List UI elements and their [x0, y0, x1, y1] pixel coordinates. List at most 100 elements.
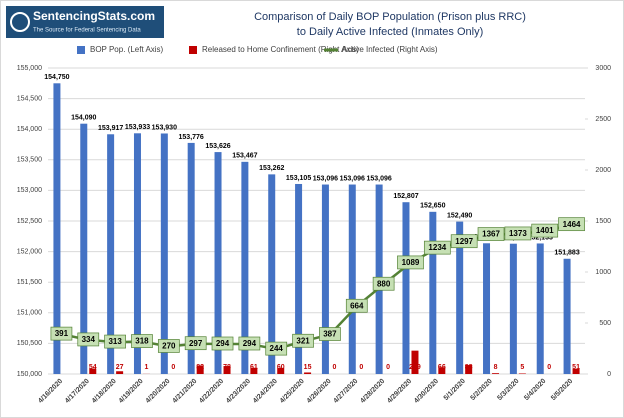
point-label: 880: [377, 279, 391, 288]
point-label-box: [77, 332, 100, 347]
y-tick-label: 155,000: [17, 65, 42, 72]
bar-label: 51: [572, 364, 580, 371]
y-tick-label: 151,000: [17, 310, 42, 317]
point-label: 318: [135, 337, 149, 346]
y-tick-label: 150,500: [17, 340, 42, 347]
bar-label: 152,650: [420, 203, 445, 210]
bar-label: 78: [223, 364, 231, 371]
point-label-box: [265, 341, 288, 356]
point-label-box: [211, 336, 234, 351]
y-tick-label: 152,500: [17, 218, 42, 225]
y2-tick-label: 0: [607, 371, 611, 378]
bar-label: 60: [277, 364, 285, 371]
bar: [321, 184, 329, 374]
point-label-box: [423, 240, 451, 255]
bar: [214, 152, 222, 374]
point-label-box: [50, 326, 73, 341]
point-label-box: [397, 255, 424, 270]
bar-label: 229: [409, 364, 421, 371]
legend-swatch: [189, 46, 197, 54]
logo-box: [6, 6, 164, 38]
y2-tick-label: 1500: [595, 218, 611, 225]
bar-label: 54: [89, 364, 97, 371]
bar-label: 153,467: [232, 153, 257, 160]
bar-label: 153,096: [340, 175, 365, 182]
y-tick-label: 154,000: [17, 126, 42, 133]
point-label: 297: [189, 339, 203, 348]
point-label-box: [372, 276, 395, 291]
bar: [133, 133, 141, 374]
bar-label: 8: [494, 364, 498, 371]
point-label: 1373: [509, 229, 527, 238]
bar-label: 153,930: [152, 124, 177, 131]
bar: [465, 365, 473, 374]
point-label-box: [157, 339, 180, 353]
bar: [53, 83, 61, 375]
point-label: 387: [323, 330, 337, 339]
y2-tick-label: 2000: [595, 167, 611, 174]
bar-label: 0: [171, 364, 175, 371]
bar: [402, 202, 410, 374]
y-tick-label: 153,000: [17, 187, 42, 194]
bar: [295, 183, 303, 374]
legend-label: Active Infected (Right Axis): [342, 45, 438, 54]
bar: [492, 373, 500, 374]
y-tick-label: 150,000: [17, 371, 42, 378]
bar-label: 153,105: [286, 175, 311, 182]
bar-label: 153,096: [313, 175, 338, 182]
bar: [348, 184, 356, 374]
bar: [304, 372, 312, 374]
bar: [116, 371, 124, 374]
point-label-box: [104, 334, 126, 349]
logo-name: SentencingStats.com: [33, 9, 155, 23]
point-label: 321: [296, 336, 310, 345]
bar-label: 0: [359, 364, 363, 371]
bar: [187, 142, 195, 374]
bar: [241, 161, 249, 374]
bar: [509, 243, 517, 374]
y2-tick-label: 3000: [595, 65, 611, 72]
bar: [572, 368, 580, 374]
y2-tick-label: 500: [599, 320, 611, 327]
point-label: 1234: [428, 243, 446, 252]
legend-label: Released to Home Confinement (Right Axis…: [202, 45, 359, 54]
y-tick-label: 151,500: [17, 279, 42, 286]
bar: [223, 366, 231, 374]
bar: [483, 243, 491, 374]
point-label: 294: [216, 339, 230, 348]
point-label-box: [558, 217, 585, 232]
bar: [536, 243, 544, 374]
chart-title: to Daily Active Infected (Inmates Only): [297, 26, 483, 38]
bar-label: 152,490: [447, 212, 472, 219]
bar-label: 152,133: [528, 234, 553, 241]
point-label: 1089: [402, 258, 420, 267]
point-label: 1464: [563, 220, 581, 229]
point-label-box: [184, 336, 207, 351]
bar-label: 153,917: [98, 125, 123, 132]
bar-label: 0: [547, 364, 551, 371]
y-tick-label: 153,500: [17, 157, 42, 164]
bar-label: 153,096: [366, 175, 391, 182]
point-label-box: [531, 223, 559, 238]
point-label: 313: [108, 337, 122, 346]
bar-label: 88: [465, 364, 473, 371]
bar: [250, 367, 258, 374]
bar-label: 153,776: [179, 134, 204, 141]
bar-label: 153,262: [259, 165, 284, 172]
point-label: 270: [162, 342, 176, 351]
bar: [80, 123, 88, 374]
point-label-box: [345, 298, 368, 313]
y-tick-label: 154,500: [17, 95, 42, 102]
bar-label: 151,883: [554, 250, 579, 257]
point-label-box: [319, 327, 341, 341]
legend-swatch: [77, 46, 85, 54]
point-label: 294: [243, 339, 257, 348]
bar-label: 5: [520, 364, 524, 371]
bar: [160, 133, 168, 374]
bar-label: 153,626: [205, 143, 230, 150]
bar-label: 154,090: [71, 115, 96, 122]
bar: [456, 221, 464, 374]
point-label: 1401: [536, 226, 554, 235]
